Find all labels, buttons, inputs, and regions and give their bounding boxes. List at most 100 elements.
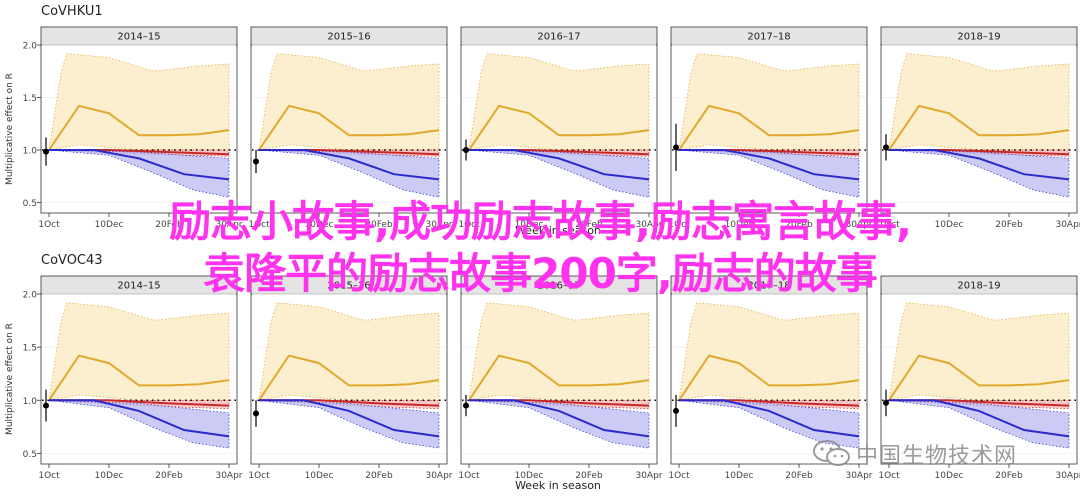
ci-band-0 bbox=[258, 302, 440, 401]
ci-band-0 bbox=[48, 53, 230, 151]
ci-band-2 bbox=[48, 399, 230, 449]
x-tick-label: 20Feb bbox=[785, 471, 813, 481]
x-axis-label-0: Week in season bbox=[515, 224, 601, 237]
x-tick-label: 30Apr bbox=[635, 220, 662, 230]
y-tick-label-0-3: 2.0 bbox=[23, 42, 38, 52]
chart-title-0: CoVHKU1 bbox=[41, 4, 103, 19]
x-tick-label: 20Feb bbox=[155, 471, 183, 481]
panel-1-0: 2014–15 1Oct 10Dec 20Feb 30Apr bbox=[37, 275, 243, 481]
ref-point bbox=[463, 402, 469, 409]
series-line-0 bbox=[678, 104, 860, 151]
x-tick-label: 20Feb bbox=[995, 471, 1023, 481]
ci-band-0 bbox=[468, 53, 650, 151]
watermark-text: 中国生物技术网 bbox=[856, 444, 1018, 469]
ci-band-0 bbox=[678, 302, 860, 401]
ci-band-0 bbox=[48, 302, 230, 401]
ref-point bbox=[673, 144, 679, 151]
panel-strip-label: 2015–16 bbox=[327, 32, 370, 43]
panel-1-2: 2016–17 1Oct 10Dec 20Feb 30Apr bbox=[458, 275, 663, 481]
y-tick-label-1-3: 2.0 bbox=[23, 291, 38, 301]
series-line-0 bbox=[48, 354, 230, 401]
x-tick-label: 1Oct bbox=[668, 220, 690, 230]
x-tick-label: 1Oct bbox=[458, 220, 480, 230]
x-tick-label: 30Apr bbox=[845, 220, 872, 230]
series-line-2 bbox=[889, 399, 1070, 438]
ci-band-2 bbox=[888, 399, 1070, 449]
x-tick-label: 1Oct bbox=[668, 471, 690, 481]
x-tick-label: 20Feb bbox=[995, 220, 1023, 230]
ci-band-2 bbox=[468, 399, 650, 449]
ci-band-2 bbox=[258, 399, 440, 449]
series-line-0 bbox=[678, 354, 860, 401]
x-tick-label: 1Oct bbox=[38, 471, 60, 481]
panel-1-1: 2015–16 1Oct 10Dec 20Feb 30Apr bbox=[248, 275, 453, 481]
y-tick-label-1-1: 1.0 bbox=[23, 397, 38, 407]
series-line-0 bbox=[48, 104, 230, 151]
x-tick-label: 1Oct bbox=[248, 471, 270, 481]
series-line-2 bbox=[49, 399, 230, 438]
x-tick-label: 30Apr bbox=[1055, 220, 1080, 230]
y-tick-label-1-2: 1.5 bbox=[23, 344, 37, 354]
x-tick-label: 10Dec bbox=[95, 220, 124, 230]
panel-strip-label: 2015–16 bbox=[327, 281, 370, 292]
x-tick-label: 1Oct bbox=[878, 220, 900, 230]
x-tick-label: 20Feb bbox=[785, 220, 813, 230]
y-tick-label-0-2: 1.5 bbox=[23, 94, 37, 104]
x-tick-label: 20Feb bbox=[575, 220, 603, 230]
x-tick-label: 30Apr bbox=[425, 220, 452, 230]
y-axis-label-1: Multiplicative effect on R bbox=[5, 323, 15, 435]
y-tick-label-1-0: 0.5 bbox=[23, 450, 37, 460]
x-tick-label: 20Feb bbox=[365, 471, 393, 481]
x-tick-label: 30Apr bbox=[425, 471, 452, 481]
series-line-0 bbox=[258, 354, 440, 401]
panel-0-4: 2018–19 1Oct 10Dec 20Feb 30Apr bbox=[878, 26, 1080, 230]
x-tick-label: 1Oct bbox=[248, 220, 270, 230]
panel-strip-label: 2014–15 bbox=[117, 281, 160, 292]
panel-strip-label: 2016–17 bbox=[537, 281, 580, 292]
ci-band-2 bbox=[678, 149, 860, 198]
ref-point bbox=[43, 402, 49, 409]
ref-point bbox=[43, 148, 49, 155]
ci-band-0 bbox=[888, 53, 1070, 151]
panel-0-3: 2017–18 1Oct 10Dec 20Feb 30Apr bbox=[668, 26, 873, 230]
x-tick-label: 30Apr bbox=[215, 471, 242, 481]
chart-title-1: CoVOC43 bbox=[41, 253, 103, 268]
ref-point bbox=[883, 399, 889, 406]
x-tick-label: 1Oct bbox=[458, 471, 480, 481]
x-axis-label-1: Week in season bbox=[515, 479, 601, 492]
ci-band-0 bbox=[678, 53, 860, 151]
x-tick-label: 30Apr bbox=[1055, 471, 1080, 481]
panel-0-0: 2014–15 1Oct 10Dec 20Feb 30Apr bbox=[37, 26, 243, 230]
series-line-2 bbox=[259, 399, 440, 438]
x-tick-label: 10Dec bbox=[515, 220, 544, 230]
x-tick-label: 30Apr bbox=[635, 471, 662, 481]
x-tick-label: 10Dec bbox=[725, 471, 754, 481]
x-tick-label: 10Dec bbox=[95, 471, 124, 481]
series-line-2 bbox=[469, 399, 650, 438]
series-line-0 bbox=[888, 354, 1070, 401]
panel-1-3: 2017–18 1Oct 10Dec 20Feb 30Apr bbox=[668, 275, 873, 481]
series-line-0 bbox=[258, 104, 440, 151]
series-line-2 bbox=[49, 149, 230, 181]
panel-strip-label: 2014–15 bbox=[117, 32, 160, 43]
series-line-0 bbox=[888, 104, 1070, 151]
x-tick-label: 30Apr bbox=[845, 471, 872, 481]
x-tick-label: 10Dec bbox=[935, 471, 964, 481]
panel-0-2: 2016–17 1Oct 10Dec 20Feb 30Apr bbox=[458, 26, 663, 230]
ref-point bbox=[253, 158, 259, 165]
panel-strip-label: 2017–18 bbox=[747, 32, 790, 43]
series-line-0 bbox=[468, 354, 650, 401]
ref-point bbox=[673, 407, 679, 414]
series-line-2 bbox=[679, 399, 860, 438]
ref-point bbox=[463, 147, 469, 153]
panel-strip-label: 2018–19 bbox=[957, 281, 1000, 292]
panel-1-4: 2018–19 1Oct 10Dec 20Feb 30Apr bbox=[878, 275, 1080, 481]
y-tick-label-0-1: 1.0 bbox=[23, 147, 38, 157]
x-tick-label: 30Apr bbox=[215, 220, 242, 230]
series-line-2 bbox=[889, 149, 1070, 181]
x-tick-label: 10Dec bbox=[305, 471, 334, 481]
x-tick-label: 10Dec bbox=[935, 220, 964, 230]
x-tick-label: 10Dec bbox=[515, 471, 544, 481]
panel-strip-label: 2018–19 bbox=[957, 32, 1000, 43]
